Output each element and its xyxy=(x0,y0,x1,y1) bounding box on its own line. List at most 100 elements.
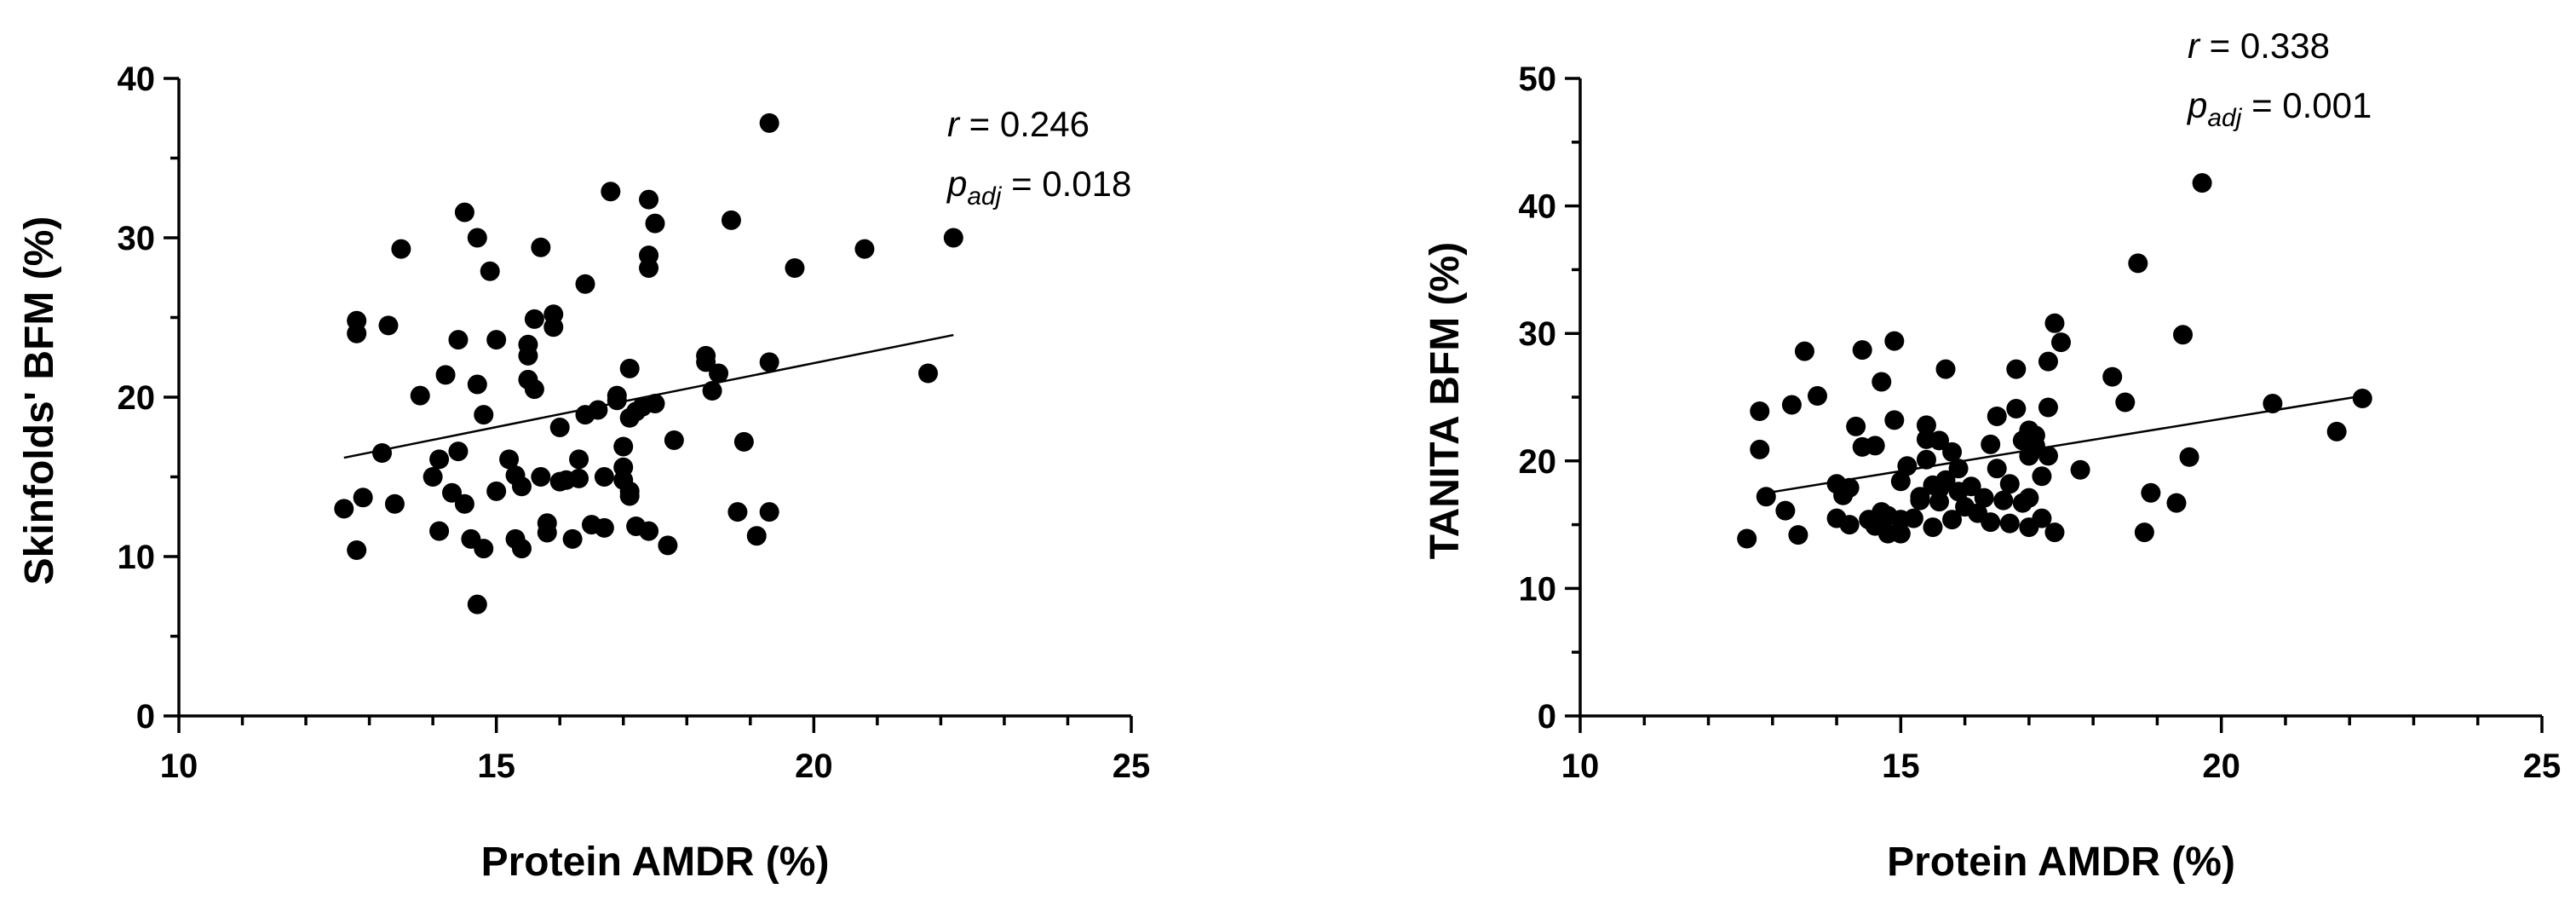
data-point xyxy=(467,228,487,248)
data-point xyxy=(639,258,659,279)
data-point xyxy=(645,213,665,234)
data-point xyxy=(1999,513,2020,534)
data-point xyxy=(486,330,507,350)
data-point xyxy=(537,513,557,534)
data-point xyxy=(2102,366,2123,387)
data-point xyxy=(1852,340,1872,361)
data-point xyxy=(1788,525,1808,545)
data-point xyxy=(1846,416,1866,436)
data-point xyxy=(441,482,462,503)
data-point xyxy=(1923,517,1943,538)
data-point xyxy=(1999,474,2020,494)
data-point xyxy=(2038,351,2058,372)
data-point xyxy=(2352,388,2372,408)
data-point xyxy=(1942,441,1963,462)
x-tick-label: 20 xyxy=(795,747,833,785)
correlation-label: r = 0.246 xyxy=(947,104,1090,144)
data-point xyxy=(759,502,779,522)
data-point xyxy=(1884,410,1905,430)
correlation-label: r = 0.338 xyxy=(2188,26,2330,66)
p-value-label: padj = 0.018 xyxy=(946,164,1131,211)
y-tick-label: 50 xyxy=(1519,61,1557,98)
data-point xyxy=(2006,359,2027,379)
data-point xyxy=(474,405,494,425)
x-tick-label: 25 xyxy=(2523,747,2562,785)
data-point xyxy=(448,441,469,462)
data-point xyxy=(2019,488,2039,508)
data-point xyxy=(2032,508,2052,528)
x-tick-label: 10 xyxy=(160,747,198,785)
data-point xyxy=(1737,528,1757,549)
y-axis-title: Skinfolds' BFM (%) xyxy=(17,216,62,586)
data-point xyxy=(2141,482,2161,503)
data-point xyxy=(1935,470,1956,490)
x-tick-label: 10 xyxy=(1561,747,1600,785)
data-point xyxy=(1897,456,1918,476)
data-point xyxy=(569,468,589,488)
data-point xyxy=(917,363,938,384)
data-point xyxy=(785,258,805,279)
data-point xyxy=(511,476,532,497)
data-point xyxy=(613,436,634,457)
data-point xyxy=(1916,449,1936,470)
data-point xyxy=(1929,430,1949,451)
p-value-label: padj = 0.001 xyxy=(2186,85,2372,132)
data-point xyxy=(575,274,595,294)
data-point xyxy=(2134,522,2154,543)
data-point xyxy=(1993,490,2014,511)
data-point xyxy=(334,499,354,519)
data-point xyxy=(454,493,474,514)
data-point xyxy=(645,393,665,413)
data-point xyxy=(759,352,779,372)
data-point xyxy=(658,535,678,556)
data-point xyxy=(2173,325,2194,345)
data-point xyxy=(480,261,500,281)
data-point xyxy=(1987,459,2007,479)
y-tick-label: 0 xyxy=(136,698,155,736)
data-point xyxy=(1750,401,1770,421)
data-point xyxy=(594,517,614,538)
data-point xyxy=(1794,341,1814,361)
x-tick-label: 20 xyxy=(2202,747,2240,785)
data-point xyxy=(1839,477,1860,498)
data-point xyxy=(664,430,684,450)
data-point xyxy=(854,239,875,259)
data-point xyxy=(1974,488,1994,508)
data-point xyxy=(429,449,450,470)
data-point xyxy=(721,210,741,230)
data-point xyxy=(746,526,767,546)
data-point xyxy=(1775,500,1796,521)
y-tick-label: 20 xyxy=(1519,443,1557,481)
data-point xyxy=(727,502,748,522)
data-point xyxy=(474,539,494,559)
data-point xyxy=(1781,395,1802,415)
data-point xyxy=(347,540,367,561)
data-point xyxy=(467,374,487,395)
data-point xyxy=(2166,493,2187,513)
data-point xyxy=(733,431,754,452)
y-tick-label: 0 xyxy=(1538,698,1556,736)
data-point xyxy=(1903,508,1923,528)
data-point xyxy=(619,486,640,506)
data-point xyxy=(378,315,399,336)
data-point xyxy=(2128,253,2148,274)
data-point xyxy=(454,202,474,222)
data-point xyxy=(2326,421,2347,441)
data-point xyxy=(1942,510,1963,530)
data-point xyxy=(1916,415,1936,436)
data-point xyxy=(531,467,551,487)
data-point xyxy=(524,309,544,329)
data-point xyxy=(353,488,373,508)
data-point xyxy=(588,400,608,420)
y-tick-label: 10 xyxy=(1519,570,1557,608)
data-point xyxy=(1910,487,1930,507)
data-point xyxy=(709,363,729,384)
y-tick-label: 40 xyxy=(1519,188,1557,226)
data-point xyxy=(448,330,469,350)
data-point xyxy=(1981,434,2001,454)
data-point xyxy=(639,521,659,541)
data-point xyxy=(2192,173,2212,193)
